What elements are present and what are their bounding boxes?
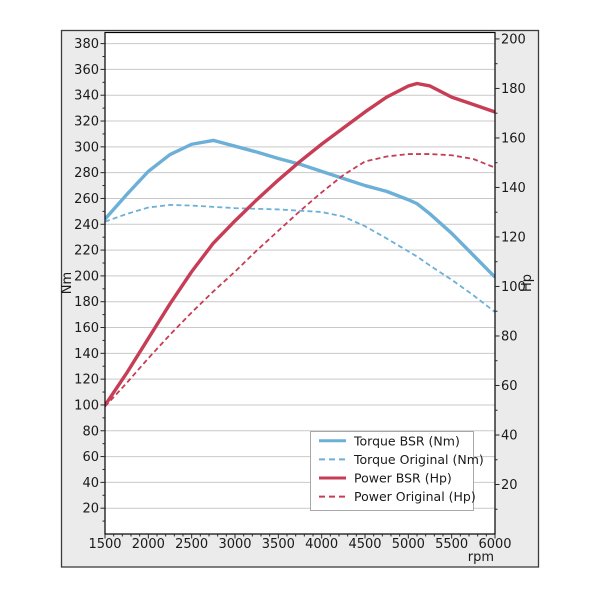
right-tick-label: 20 <box>501 478 518 493</box>
x-tick-label: 2500 <box>175 537 208 552</box>
legend-box <box>310 431 474 511</box>
x-tick-label: 3500 <box>262 537 295 552</box>
x-axis-unit-label: rpm <box>468 550 494 565</box>
right-tick-label: 80 <box>501 329 518 344</box>
right-tick-label: 100 <box>501 280 526 295</box>
x-tick-label: 4500 <box>348 537 381 552</box>
left-tick-label: 300 <box>74 140 99 155</box>
curve-power-bsr-hp <box>105 81 495 407</box>
right-tick-label: 60 <box>501 379 518 394</box>
left-tick-label: 320 <box>74 115 99 130</box>
x-tick-label: 4000 <box>305 537 338 552</box>
left-tick-label: 20 <box>82 502 99 517</box>
left-axis-unit-label: Nm <box>60 272 75 294</box>
curve-torque-bsr-nm <box>105 138 495 279</box>
left-tick-label: 80 <box>82 424 99 439</box>
x-tick-label: 6000 <box>478 537 511 552</box>
x-tick-label: 5500 <box>435 537 468 552</box>
left-tick-label: 280 <box>74 166 99 181</box>
legend-label-power-original-hp: Power Original (Hp) <box>354 489 476 504</box>
curve-torque-original-nm <box>105 204 495 313</box>
plot-spines <box>104 31 496 535</box>
x-tick-label: 1500 <box>88 537 121 552</box>
left-tick-label: 340 <box>74 89 99 104</box>
left-tick-label: 120 <box>74 373 99 388</box>
left-tick-label: 180 <box>74 295 99 310</box>
left-tick-label: 100 <box>74 398 99 413</box>
left-tick-label: 200 <box>74 269 99 284</box>
left-tick-label: 220 <box>74 244 99 259</box>
right-tick-label: 180 <box>501 82 526 97</box>
left-tick-label: 360 <box>74 63 99 78</box>
x-tick-label: 5000 <box>392 537 425 552</box>
right-axis-unit-label: Hp <box>520 274 535 292</box>
left-tick-label: 160 <box>74 321 99 336</box>
left-tick-label: 40 <box>82 476 99 491</box>
legend-label-torque-original-nm: Torque Original (Nm) <box>353 452 484 467</box>
right-tick-label: 200 <box>501 32 526 47</box>
left-tick-label: 60 <box>82 450 99 465</box>
right-tick-label: 120 <box>501 230 526 245</box>
left-tick-label: 240 <box>74 218 99 233</box>
right-tick-label: 160 <box>501 131 526 146</box>
legend-label-power-bsr-hp: Power BSR (Hp) <box>354 471 452 486</box>
x-tick-label: 3000 <box>218 537 251 552</box>
right-tick-label: 140 <box>501 181 526 196</box>
left-tick-label: 140 <box>74 347 99 362</box>
left-tick-label: 380 <box>74 37 99 52</box>
right-tick-label: 40 <box>501 428 518 443</box>
x-tick-label: 2000 <box>132 537 165 552</box>
legend-label-torque-bsr-nm: Torque BSR (Nm) <box>353 433 460 448</box>
left-tick-label: 260 <box>74 192 99 207</box>
curve-power-original-hp <box>105 153 495 408</box>
